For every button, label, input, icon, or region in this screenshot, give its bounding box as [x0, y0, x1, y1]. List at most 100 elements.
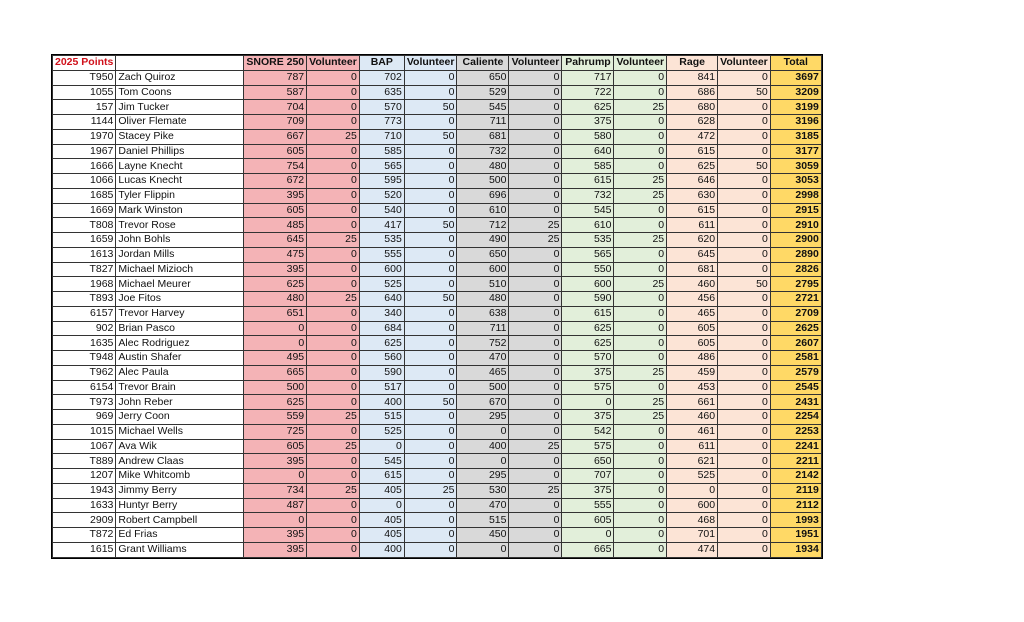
col-header-bap: BAP — [358, 55, 405, 71]
bap-points-cell: 560 — [358, 350, 405, 366]
caliente-volunteer-cell: 0 — [508, 394, 563, 410]
bap-points-cell: 710 — [358, 128, 405, 145]
snore-points-cell: 395 — [243, 527, 308, 543]
table-row: 902 Brian Pasco 0 0 684 0 711 0 625 0 605 0 2625 — [51, 320, 822, 337]
col-header-total: Total — [769, 55, 822, 71]
caliente-points-cell: 295 — [456, 409, 510, 425]
rage-volunteer-cell: 0 — [717, 232, 771, 248]
bap-points-cell: 525 — [358, 276, 405, 292]
rage-volunteer-cell: 0 — [717, 379, 771, 396]
total-points-cell: 1934 — [769, 541, 822, 558]
rage-volunteer-cell: 0 — [717, 69, 771, 86]
bap-volunteer-cell: 50 — [403, 128, 458, 145]
snore-points-cell: 500 — [243, 379, 308, 396]
snore-volunteer-cell: 0 — [306, 202, 360, 219]
rage-points-cell: 474 — [666, 541, 719, 558]
table-row: 1666 Layne Knecht 754 0 565 0 480 0 585 0 625 50 305… — [51, 158, 822, 174]
rage-volunteer-cell: 0 — [717, 305, 771, 322]
rage-points-cell: 461 — [666, 423, 719, 440]
snore-points-cell: 625 — [243, 276, 308, 292]
caliente-points-cell: 480 — [456, 158, 510, 174]
bap-points-cell: 535 — [358, 232, 405, 248]
rage-points-cell: 486 — [666, 350, 719, 366]
caliente-points-cell: 650 — [456, 246, 510, 263]
rage-points-cell: 453 — [666, 379, 719, 396]
racer-number-cell: 1615 — [51, 541, 117, 558]
pahrump-points-cell: 585 — [561, 158, 615, 174]
total-points-cell: 3053 — [769, 173, 822, 189]
caliente-points-cell: 696 — [456, 187, 510, 204]
table-title: 2025 Points — [51, 55, 117, 71]
table-row: 1669 Mark Winston 605 0 540 0 610 0 545 0 615 0 2915 — [51, 202, 822, 219]
bap-volunteer-cell: 0 — [403, 350, 458, 366]
total-points-cell: 3697 — [769, 69, 822, 86]
bap-points-cell: 520 — [358, 187, 405, 204]
racer-name-cell: Stacey Pike — [115, 128, 245, 145]
rage-volunteer-cell: 0 — [717, 497, 771, 514]
col-header-rage-volunteer: Volunteer — [717, 55, 771, 71]
caliente-points-cell: 711 — [456, 114, 510, 130]
caliente-points-cell: 470 — [456, 497, 510, 514]
caliente-volunteer-cell: 0 — [508, 202, 563, 219]
rage-volunteer-cell: 0 — [717, 173, 771, 189]
snore-points-cell: 0 — [243, 468, 308, 484]
bap-points-cell: 615 — [358, 468, 405, 484]
snore-volunteer-cell: 25 — [306, 128, 360, 145]
rage-volunteer-cell: 0 — [717, 128, 771, 145]
caliente-points-cell: 295 — [456, 468, 510, 484]
racer-name-cell: Trevor Harvey — [115, 305, 245, 322]
pahrump-points-cell: 575 — [561, 438, 615, 455]
racer-number-cell: 1207 — [51, 468, 117, 484]
racer-number-cell: 6157 — [51, 305, 117, 322]
pahrump-volunteer-cell: 0 — [613, 217, 668, 233]
pahrump-volunteer-cell: 25 — [613, 187, 668, 204]
snore-points-cell: 709 — [243, 114, 308, 130]
caliente-points-cell: 600 — [456, 261, 510, 278]
pahrump-points-cell: 375 — [561, 364, 615, 381]
rage-points-cell: 686 — [666, 84, 719, 101]
pahrump-volunteer-cell: 25 — [613, 394, 668, 410]
pahrump-points-cell: 615 — [561, 173, 615, 189]
bap-points-cell: 400 — [358, 541, 405, 558]
pahrump-volunteer-cell: 0 — [613, 128, 668, 145]
racer-name-cell: Trevor Rose — [115, 217, 245, 233]
rage-points-cell: 525 — [666, 468, 719, 484]
name-header — [115, 55, 245, 71]
snore-volunteer-cell: 25 — [306, 232, 360, 248]
snore-points-cell: 625 — [243, 394, 308, 410]
caliente-volunteer-cell: 0 — [508, 350, 563, 366]
total-points-cell: 2253 — [769, 423, 822, 440]
snore-points-cell: 605 — [243, 438, 308, 455]
bap-volunteer-cell: 0 — [403, 202, 458, 219]
snore-volunteer-cell: 0 — [306, 453, 360, 469]
racer-number-cell: 1967 — [51, 143, 117, 160]
pahrump-volunteer-cell: 25 — [613, 276, 668, 292]
rage-volunteer-cell: 0 — [717, 438, 771, 455]
col-header-rage: Rage — [666, 55, 719, 71]
snore-volunteer-cell: 25 — [306, 438, 360, 455]
bap-volunteer-cell: 0 — [403, 453, 458, 469]
table-row: T973 John Reber 625 0 400 50 670 0 0 25 661 0 2431 — [51, 394, 822, 410]
bap-points-cell: 417 — [358, 217, 405, 233]
racer-number-cell: T962 — [51, 364, 117, 381]
total-points-cell: 2998 — [769, 187, 822, 204]
rage-volunteer-cell: 0 — [717, 541, 771, 558]
table-row: 157 Jim Tucker 704 0 570 50 545 0 625 25 680 0 3199 — [51, 99, 822, 115]
bap-volunteer-cell: 0 — [403, 84, 458, 101]
table-row: 1967 Daniel Phillips 605 0 585 0 732 0 640 0 615 0 3… — [51, 143, 822, 160]
bap-volunteer-cell: 0 — [403, 512, 458, 528]
racer-number-cell: T948 — [51, 350, 117, 366]
total-points-cell: 2142 — [769, 468, 822, 484]
snore-volunteer-cell: 0 — [306, 394, 360, 410]
caliente-volunteer-cell: 0 — [508, 246, 563, 263]
total-points-cell: 2431 — [769, 394, 822, 410]
table-row: 969 Jerry Coon 559 25 515 0 295 0 375 25 460 0 2254 — [51, 409, 822, 425]
snore-volunteer-cell: 0 — [306, 261, 360, 278]
pahrump-points-cell: 625 — [561, 335, 615, 351]
snore-volunteer-cell: 0 — [306, 158, 360, 174]
bap-volunteer-cell: 0 — [403, 541, 458, 558]
total-points-cell: 2545 — [769, 379, 822, 396]
snore-volunteer-cell: 0 — [306, 187, 360, 204]
pahrump-volunteer-cell: 0 — [613, 438, 668, 455]
racer-name-cell: Brian Pasco — [115, 320, 245, 337]
